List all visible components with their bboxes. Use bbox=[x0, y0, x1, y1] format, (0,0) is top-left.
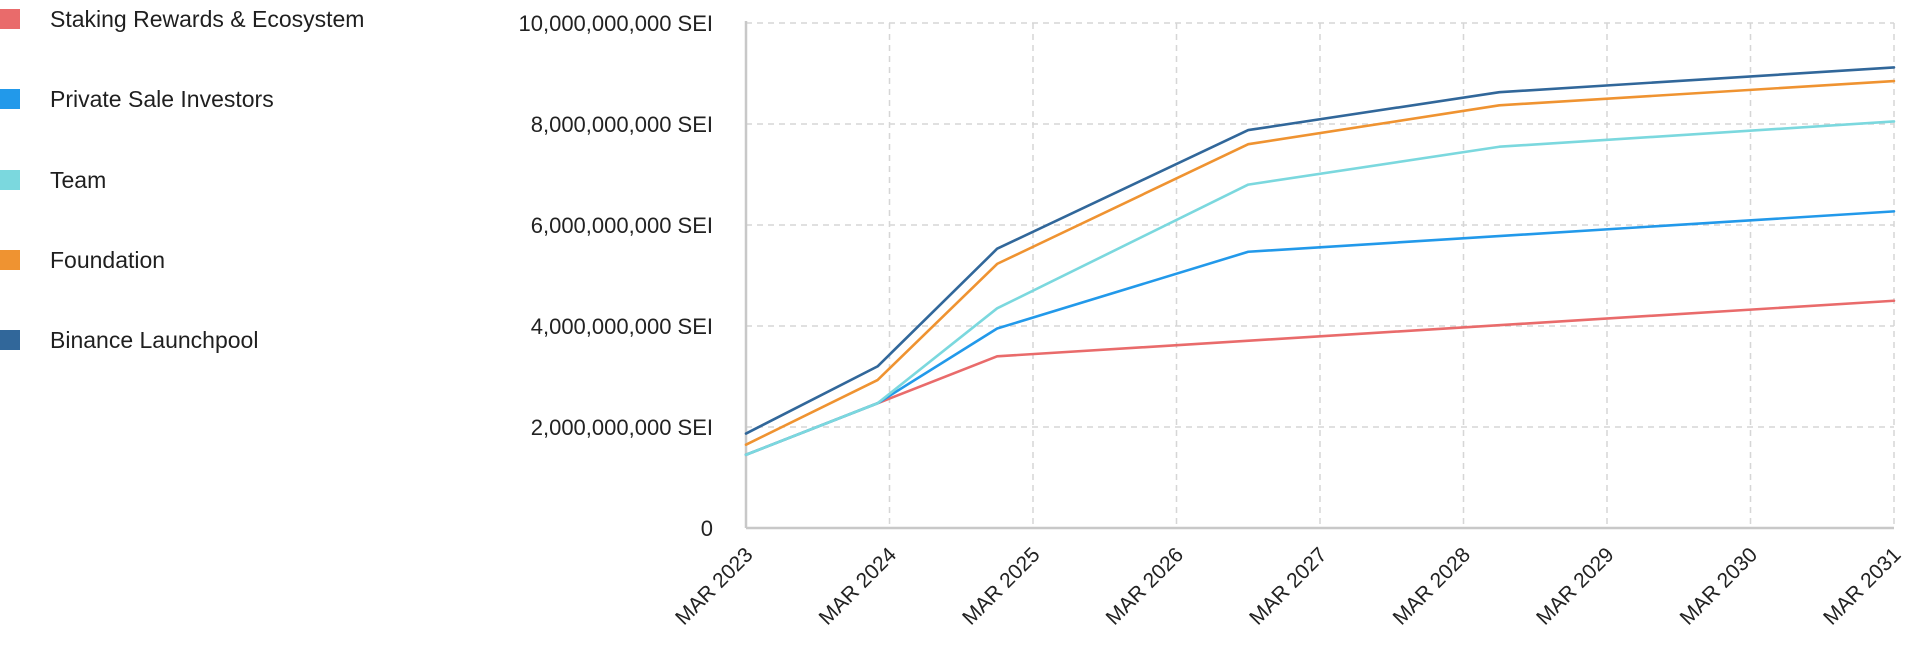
x-tick-label: MAR 2029 bbox=[1532, 543, 1618, 629]
x-tick-label: MAR 2028 bbox=[1389, 543, 1475, 629]
legend-item-private-sale[interactable]: Private Sale Investors bbox=[0, 84, 274, 114]
x-tick-label: MAR 2025 bbox=[958, 543, 1044, 629]
x-tick-label: MAR 2027 bbox=[1245, 543, 1331, 629]
x-tick-label: MAR 2026 bbox=[1102, 543, 1188, 629]
legend-item-staking-rewards[interactable]: Staking Rewards & Ecosystem bbox=[0, 4, 364, 34]
legend-label-private-sale: Private Sale Investors bbox=[50, 85, 274, 112]
y-tick-label: 8,000,000,000 SEI bbox=[531, 112, 713, 137]
y-tick-label: 10,000,000,000 SEI bbox=[519, 11, 714, 36]
legend-item-foundation[interactable]: Foundation bbox=[0, 245, 165, 275]
legend-label-team: Team bbox=[50, 166, 107, 193]
y-tick-label: 2,000,000,000 SEI bbox=[531, 415, 713, 440]
y-tick-label: 0 bbox=[701, 516, 713, 541]
x-tick-label: MAR 2023 bbox=[671, 543, 757, 629]
series-line-team[interactable] bbox=[744, 120, 1896, 457]
legend-swatch-team bbox=[0, 170, 20, 190]
x-tick-label: MAR 2024 bbox=[815, 543, 902, 630]
legend-label-foundation: Foundation bbox=[50, 246, 166, 273]
x-axis-tick-labels: MAR 2023 MAR 2024 MAR 2025 MAR 2026 MAR 2027… bbox=[671, 543, 1905, 630]
series-line-binance-launchpool[interactable] bbox=[744, 66, 1896, 435]
axes bbox=[744, 21, 1894, 530]
legend-swatch-staking-rewards bbox=[0, 9, 20, 29]
legend-label-staking-rewards: Staking Rewards & Ecosystem bbox=[50, 5, 365, 32]
legend-item-binance-launchpool[interactable]: Binance Launchpool bbox=[0, 325, 258, 355]
y-tick-label: 4,000,000,000 SEI bbox=[531, 314, 713, 339]
series-line-foundation[interactable] bbox=[744, 79, 1896, 446]
legend-swatch-foundation bbox=[0, 250, 20, 270]
x-tick-label: MAR 2031 bbox=[1819, 543, 1905, 629]
y-tick-label: 6,000,000,000 SEI bbox=[531, 213, 713, 238]
data-series bbox=[744, 66, 1896, 457]
legend-item-team[interactable]: Team bbox=[0, 165, 106, 195]
legend-swatch-binance-launchpool bbox=[0, 330, 20, 350]
legend-swatch-private-sale bbox=[0, 89, 20, 109]
y-axis-tick-labels: 0 2,000,000,000 SEI 4,000,000,000 SEI 6,000… bbox=[519, 11, 714, 541]
x-tick-label: MAR 2030 bbox=[1676, 543, 1762, 629]
legend-label-binance-launchpool: Binance Launchpool bbox=[50, 326, 259, 353]
grid-lines bbox=[746, 22, 1895, 528]
